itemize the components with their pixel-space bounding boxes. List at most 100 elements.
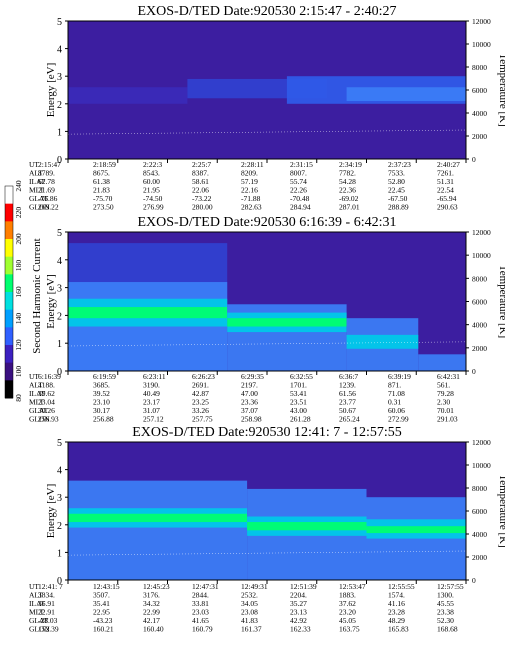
y-tick-label: 3 <box>57 72 62 83</box>
ephemeris-value: 47.00 <box>241 389 258 398</box>
ephemeris-value: 3685. <box>93 381 110 390</box>
ephemeris-value: 22.99 <box>143 608 160 617</box>
ephemeris-value: 62.78 <box>38 177 55 186</box>
y2-tick-label: 0 <box>472 155 476 164</box>
colorbar-label: Second Harmonic Current <box>31 238 43 353</box>
colorbar-tick-label: 160 <box>14 286 23 298</box>
ephemeris-value: 43.00 <box>290 406 307 415</box>
y2-tick-label: 10000 <box>472 40 491 49</box>
y-tick-label: 2 <box>57 521 62 532</box>
ephemeris-value: 21.69 <box>38 186 55 195</box>
ephemeris-value: 21.83 <box>93 186 110 195</box>
ephemeris-value: 2.30 <box>437 398 450 407</box>
ephemeris-value: -65.94 <box>437 194 457 203</box>
ephemeris-value: 273.50 <box>93 203 114 212</box>
ephemeris-value: -76.86 <box>38 194 58 203</box>
y2-tick-label: 10000 <box>472 251 491 260</box>
ephemeris-value: 48.29 <box>388 616 405 625</box>
ephemeris-value: 23.38 <box>437 608 454 617</box>
ephemeris-value: 7261. <box>437 169 454 178</box>
ephemeris-value: 45.55 <box>437 599 454 608</box>
ephemeris-value: 22.95 <box>93 608 110 617</box>
ephemeris-value: 2691. <box>192 381 209 390</box>
ephemeris-value: 23.20 <box>339 608 356 617</box>
colorbar-tick-label: 80 <box>14 394 23 402</box>
ephemeris-value: 53.41 <box>290 389 307 398</box>
ephemeris-value: 256.93 <box>38 415 59 424</box>
colorbar-frame <box>4 185 14 399</box>
ephemeris-value: 12:57:55 <box>437 582 464 591</box>
ephemeris-row-label: ALT <box>29 591 43 600</box>
ephemeris-value: 7533. <box>388 169 405 178</box>
ephemeris-value: 163.75 <box>339 625 360 634</box>
ephemeris-value: 3176. <box>143 591 160 600</box>
spectrogram-panel-2: EXOS-D/TED Date:920530 6:16:39 - 6:42:31… <box>29 215 505 424</box>
colorbar-swatch <box>5 239 13 258</box>
colorbar-tick-label: 140 <box>14 313 23 325</box>
ephemeris-value: 8789. <box>38 169 55 178</box>
ephemeris-value: 2:28:11 <box>241 160 264 169</box>
y-axis-label: Energy [eV] <box>45 63 57 117</box>
ephemeris-value: 258.98 <box>241 415 262 424</box>
ephemeris-value: 290.63 <box>437 203 458 212</box>
energy-band <box>68 282 228 371</box>
ephemeris-value: 8543. <box>143 169 160 178</box>
ephemeris-value: 287.01 <box>339 203 360 212</box>
ephemeris-value: 160.79 <box>192 625 213 634</box>
y-tick-label: 1 <box>57 548 62 559</box>
y-tick-label: 1 <box>57 127 62 138</box>
ephemeris-value: 280.00 <box>192 203 213 212</box>
ephemeris-value: 1300. <box>437 591 454 600</box>
ephemeris-row-label: MLT <box>29 398 45 407</box>
colorbar-tick-label: 240 <box>14 180 23 192</box>
ephemeris-value: 23.28 <box>388 608 405 617</box>
ephemeris-value: 50.67 <box>339 406 356 415</box>
ephemeris-value: 3507. <box>93 591 110 600</box>
ephemeris-value: 22.16 <box>241 186 258 195</box>
y-axis-label: Energy [eV] <box>45 274 57 328</box>
energy-band <box>418 354 466 371</box>
ephemeris-value: 61.38 <box>93 177 110 186</box>
ephemeris-value: 33.81 <box>192 599 209 608</box>
temperature-trace <box>67 550 467 556</box>
colorbar-tick-label: 100 <box>14 366 23 378</box>
ephemeris-value: 1701. <box>290 381 307 390</box>
y-axis-label: Energy [eV] <box>45 484 57 538</box>
ephemeris-value: 276.99 <box>143 203 164 212</box>
ephemeris-value: 12:41: 7 <box>38 582 63 591</box>
ephemeris-value: 8209. <box>241 169 258 178</box>
ephemeris-row-label: UT <box>29 582 39 591</box>
ephemeris-value: -75.70 <box>93 194 113 203</box>
ephemeris-value: 2:31:15 <box>290 160 313 169</box>
ephemeris-value: 71.08 <box>388 389 405 398</box>
colorbar-tick-label: 220 <box>14 207 23 219</box>
ephemeris-value: -67.50 <box>388 194 408 203</box>
colorbar-swatch <box>5 203 13 222</box>
y2-tick-label: 2000 <box>472 132 487 141</box>
y2-tick-label: 6000 <box>472 298 487 307</box>
y-tick-label: 5 <box>57 438 62 449</box>
ephemeris-value: 2:37:23 <box>388 160 411 169</box>
ephemeris-value: 39.62 <box>38 389 55 398</box>
ephemeris-value: 6:19:59 <box>93 372 116 381</box>
ephemeris-value: -73.22 <box>192 194 212 203</box>
ephemeris-value: 2:22:3 <box>143 160 162 169</box>
ephemeris-row-label: GLON <box>29 415 50 424</box>
y2-tick-label: 2000 <box>472 344 487 353</box>
y-tick-label: 3 <box>57 284 62 295</box>
ephemeris-value: 41.16 <box>388 599 405 608</box>
colorbar-swatch <box>5 221 13 240</box>
y2-tick-label: 8000 <box>472 63 487 72</box>
ephemeris-value: 161.37 <box>241 625 262 634</box>
panel-title: EXOS-D/TED Date:920530 2:15:47 - 2:40:27 <box>138 4 397 19</box>
ephemeris-row-label: MLT <box>29 186 45 195</box>
ephemeris-value: 58.61 <box>192 177 209 186</box>
ephemeris-value: 52.80 <box>388 177 405 186</box>
ephemeris-value: 12:43:15 <box>93 582 120 591</box>
ephemeris-value: 22.54 <box>437 186 454 195</box>
ephemeris-value: 0.31 <box>388 398 401 407</box>
ephemeris-row-label: UT <box>29 160 39 169</box>
ephemeris-value: 272.99 <box>388 415 409 424</box>
y2-tick-label: 0 <box>472 367 476 376</box>
